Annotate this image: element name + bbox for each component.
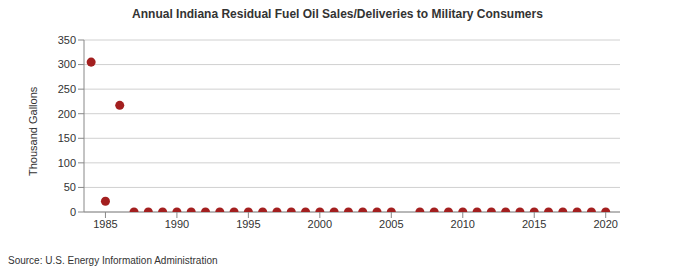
svg-text:2010: 2010 xyxy=(451,218,475,230)
svg-text:100: 100 xyxy=(58,157,76,169)
svg-text:2005: 2005 xyxy=(379,218,403,230)
svg-text:2020: 2020 xyxy=(593,218,617,230)
svg-text:1990: 1990 xyxy=(165,218,189,230)
svg-text:2000: 2000 xyxy=(308,218,332,230)
svg-text:Thousand Gallons: Thousand Gallons xyxy=(27,86,39,176)
html-text:Annual Indiana Residual Fuel O: Annual Indiana Residual Fuel Oil Sales/D… xyxy=(132,7,543,21)
html-text:Source: U.S. Energy Informatio: Source: U.S. Energy Information Administ… xyxy=(8,255,218,266)
svg-text:1985: 1985 xyxy=(93,218,117,230)
svg-text:150: 150 xyxy=(58,132,76,144)
svg-text:2015: 2015 xyxy=(522,218,546,230)
svg-text:300: 300 xyxy=(58,58,76,70)
svg-text:200: 200 xyxy=(58,108,76,120)
svg-text:350: 350 xyxy=(58,34,76,46)
svg-text:250: 250 xyxy=(58,83,76,95)
svg-text:1995: 1995 xyxy=(236,218,260,230)
svg-text:50: 50 xyxy=(64,181,76,193)
svg-text:0: 0 xyxy=(70,206,76,218)
